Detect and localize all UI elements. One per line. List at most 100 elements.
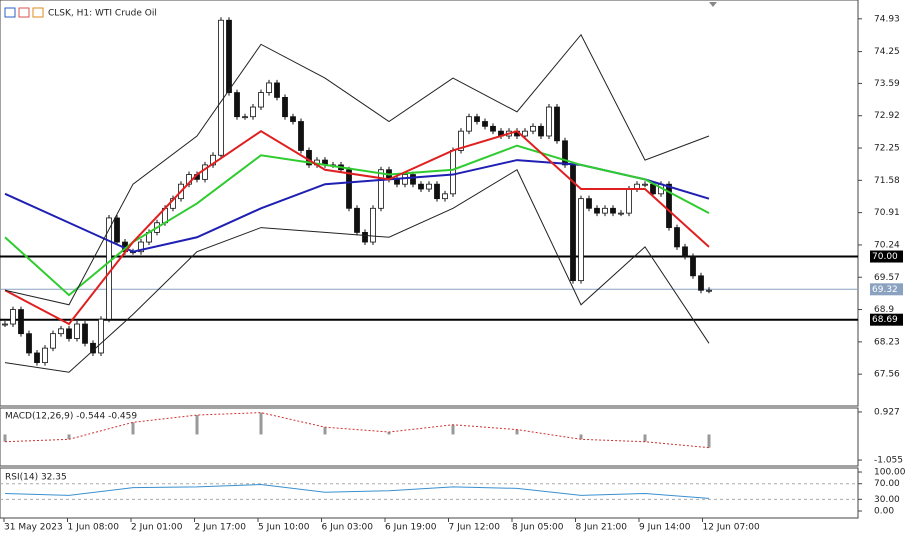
x-tick-label: 8 Jun 21:00 (576, 523, 628, 533)
x-tick-label: 12 Jun 07:00 (703, 523, 760, 533)
x-tick-label: 6 Jun 03:00 (322, 523, 374, 533)
candle-body (98, 318, 104, 354)
candle-body (666, 183, 672, 228)
candle-body (346, 169, 352, 209)
candle-body (578, 198, 584, 282)
x-tick-label: 31 May 2023 (4, 523, 63, 533)
candle-body (202, 164, 208, 180)
candle-body (58, 328, 64, 335)
chart-title: CLSK, H1: WTI Crude Oil (48, 9, 157, 19)
y-tick-label: 72.25 (874, 144, 900, 154)
macd-label: MACD(12,26,9) -0.544 -0.459 (5, 412, 137, 422)
main-pane (0, 0, 859, 407)
rsi-label: RSI(14) 32.35 (5, 473, 67, 483)
candle-body (538, 125, 544, 137)
macd-signal (4, 412, 710, 449)
candle-body (618, 212, 624, 215)
indicator-line (4, 169, 710, 373)
candle-body (522, 130, 528, 137)
candle-body (42, 347, 48, 364)
candle-body (474, 116, 480, 122)
candle-body (682, 246, 688, 257)
candle-body (450, 150, 456, 195)
candle-body (274, 82, 280, 98)
candle-body (226, 19, 232, 93)
scroll-marker (709, 2, 717, 7)
y-tick-label: 0.927 (874, 407, 900, 417)
rsi-line (4, 483, 710, 499)
y-tick-label: 67.56 (874, 370, 900, 380)
macd-bar (131, 422, 135, 435)
candle-body (674, 227, 680, 248)
y-tick-label: 70.91 (874, 208, 900, 218)
macd-bar (451, 424, 455, 435)
candle-body (34, 352, 40, 364)
y-tick-label: 70.24 (874, 240, 900, 250)
macd-bar (579, 434, 583, 440)
x-tick-label: 1 Jun 08:00 (68, 523, 120, 533)
candle-body (546, 106, 552, 137)
candle-body (482, 121, 488, 127)
indicator-line (4, 33, 710, 306)
candle-body (266, 82, 272, 93)
toolbar-icon[interactable] (4, 7, 16, 18)
candle-body (602, 207, 608, 214)
candle-body (562, 140, 568, 166)
price-tag (870, 283, 903, 296)
candle-body (706, 289, 712, 292)
macd-bar (259, 412, 263, 435)
candle-body (218, 19, 224, 156)
candle-body (10, 309, 16, 325)
candle-body (234, 92, 240, 118)
candle-body (250, 106, 256, 118)
candle-body (458, 130, 464, 151)
candle-body (114, 217, 120, 243)
candle-body (690, 256, 696, 277)
candle-body (74, 323, 80, 339)
candle-body (138, 241, 144, 253)
price-tag-label: 68.69 (872, 315, 898, 325)
y-tick-label: 73.59 (874, 79, 900, 89)
candle-body (442, 193, 448, 200)
x-tick-label: 9 Jun 14:00 (639, 523, 691, 533)
indicator-line (4, 144, 710, 297)
price-tag-label: 69.32 (872, 285, 898, 295)
x-tick-label: 2 Jun 17:00 (195, 523, 247, 533)
candle-body (394, 178, 400, 185)
candle-body (2, 323, 8, 326)
y-tick-label: 0.00 (874, 507, 894, 517)
candle-body (26, 333, 32, 354)
candle-body (410, 174, 416, 185)
rsi-pane (0, 467, 859, 519)
macd-bar (387, 432, 391, 435)
price-tag (870, 250, 903, 263)
y-tick-label: 69.57 (874, 273, 900, 283)
y-tick-label: -1.055 (874, 456, 903, 466)
x-tick-label: 2 Jun 01:00 (131, 523, 183, 533)
macd-bar (67, 434, 71, 440)
candle-body (594, 207, 600, 214)
candle-body (370, 207, 376, 243)
candle-body (626, 188, 632, 214)
macd-bar (515, 429, 519, 435)
candle-body (282, 97, 288, 118)
candle-body (610, 207, 616, 214)
macd-bar (195, 415, 199, 435)
toolbar-icon[interactable] (18, 7, 30, 18)
candle-body (362, 232, 368, 243)
candle-body (18, 309, 24, 335)
y-tick-label: 74.93 (874, 14, 900, 24)
macd-bar (643, 434, 647, 442)
candle-body (586, 198, 592, 209)
candle-body (426, 183, 432, 190)
candle-body (402, 174, 408, 185)
y-tick-label: 100.00 (874, 468, 906, 478)
candle-body (50, 333, 56, 349)
macd-bar (3, 434, 7, 442)
x-tick-label: 7 Jun 12:00 (449, 523, 501, 533)
y-tick-label: 68.9 (874, 305, 894, 315)
toolbar-icon[interactable] (32, 7, 44, 18)
price-tag (870, 313, 903, 326)
candle-body (298, 121, 304, 151)
y-tick-label: 74.25 (874, 47, 900, 57)
